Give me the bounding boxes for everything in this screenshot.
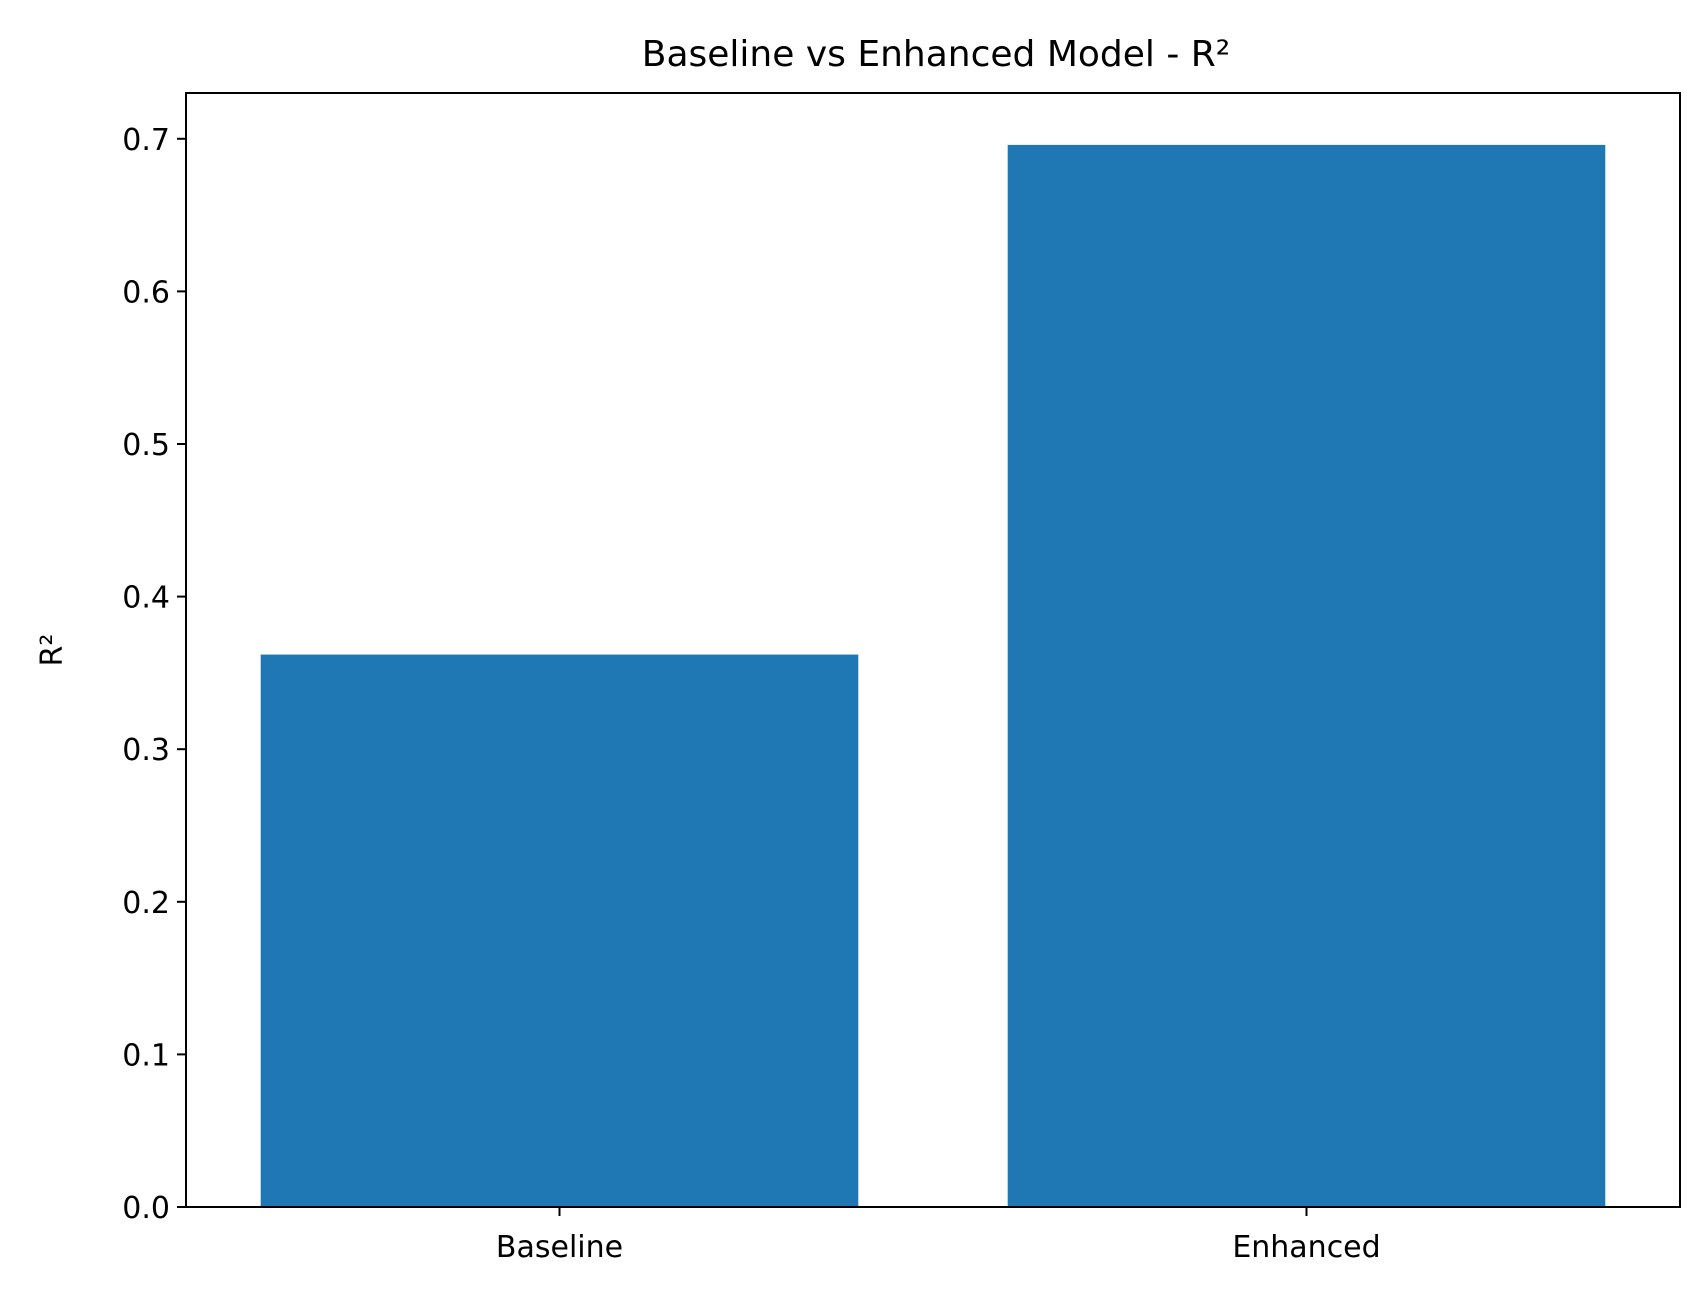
y-tick-label: 0.1	[122, 1038, 170, 1073]
y-tick-label: 0.2	[122, 886, 170, 921]
y-tick-label: 0.6	[122, 275, 170, 310]
y-tick-label: 0.0	[122, 1191, 170, 1226]
y-axis-label: R²	[35, 634, 70, 667]
x-tick-label-enhanced: Enhanced	[1232, 1230, 1380, 1265]
y-tick-label: 0.4	[122, 581, 170, 616]
bar-enhanced	[1007, 144, 1606, 1208]
bars-layer	[260, 144, 1606, 1208]
chart-title: Baseline vs Enhanced Model - R²	[642, 34, 1230, 75]
bar-baseline	[260, 654, 859, 1207]
y-axis: 0.0 0.1 0.2 0.3 0.4 0.5 0.6 0.7	[122, 123, 186, 1226]
x-axis: Baseline Enhanced	[496, 1207, 1381, 1265]
x-tick-label-baseline: Baseline	[496, 1230, 623, 1265]
y-tick-label: 0.7	[122, 123, 170, 158]
y-tick-label: 0.5	[122, 428, 170, 463]
plot-frame	[185, 92, 1681, 1208]
y-tick-label: 0.3	[122, 733, 170, 768]
